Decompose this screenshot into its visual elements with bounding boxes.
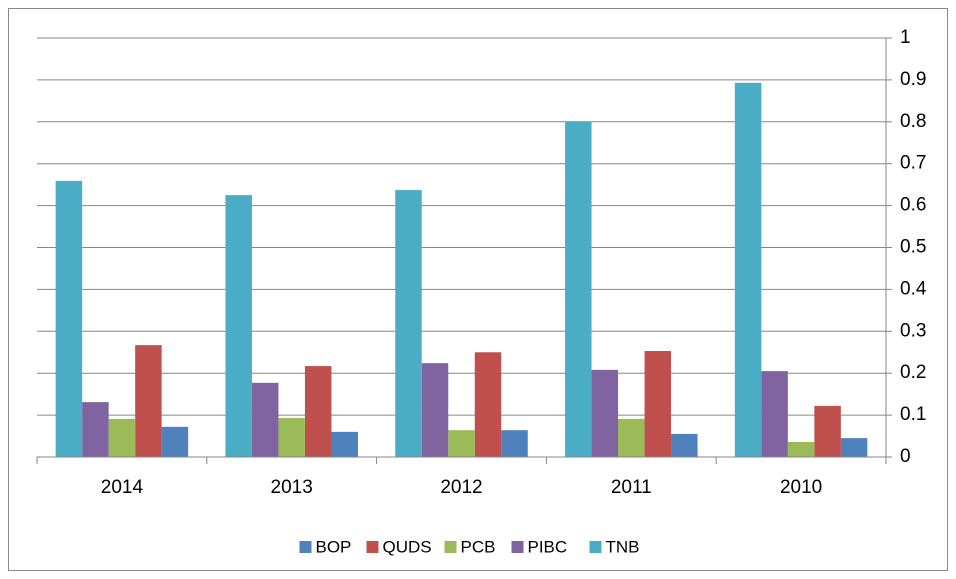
bar [331,431,358,457]
bar [225,195,252,457]
bar [108,418,136,457]
bar [787,441,815,457]
legend-label: PIBC [528,537,568,556]
legend-swatch [299,541,312,553]
y-tick-label: 0.4 [900,278,927,299]
y-tick-label: 0.5 [900,237,926,258]
bar [448,430,475,457]
y-tick-label: 0.3 [900,320,926,341]
bar [421,363,449,457]
bar [395,190,422,458]
legend-swatch [444,541,457,553]
legend-label: BOP [316,537,352,556]
legend-swatch [511,541,524,553]
bar [278,418,305,457]
bar [135,345,162,457]
bar [251,382,279,457]
y-tick-label: 0.1 [900,404,926,425]
legend-swatch [589,541,602,553]
y-tick-label: 0.7 [900,153,926,174]
bar [55,180,83,457]
bar [734,82,762,457]
bar [82,402,109,457]
x-tick-label: 2012 [440,477,482,498]
y-tick-label: 1 [900,27,911,48]
legend-label: PCB [461,537,496,556]
bar [671,433,698,457]
legend-label: TNB [606,537,640,556]
x-tick-label: 2013 [271,477,313,498]
bar [161,426,189,457]
y-tick-label: 0.2 [900,362,926,383]
y-tick-label: 0.6 [900,195,926,216]
bar [565,121,592,458]
y-tick-label: 0.8 [900,111,926,132]
x-tick-label: 2010 [780,477,822,498]
bar [644,350,672,457]
bar [474,352,502,457]
bar [840,438,868,457]
y-tick-label: 0 [900,446,911,467]
legend-swatch [366,541,379,553]
bar [814,405,841,457]
y-tick-label: 0.9 [900,69,926,90]
x-tick-label: 2011 [611,477,652,498]
bar [591,369,619,457]
x-tick-label: 2014 [101,477,144,498]
bar [501,430,528,457]
legend-label: QUDS [383,537,432,556]
bar [304,366,332,457]
bar [618,418,645,457]
bar [761,371,788,457]
